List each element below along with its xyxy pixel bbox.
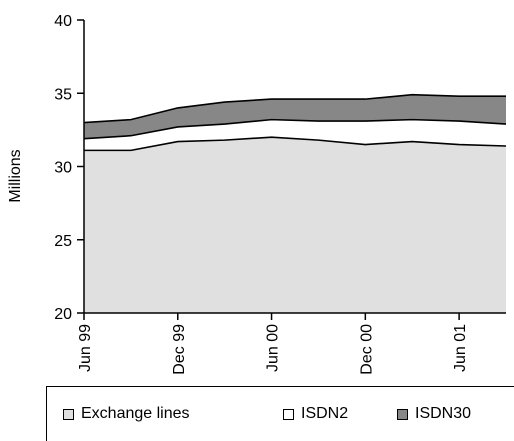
legend-swatch-isdn30: [397, 408, 408, 420]
y-tick-label: 25: [54, 233, 72, 250]
y-tick-label: 35: [54, 86, 72, 103]
chart-areas: [84, 94, 506, 313]
chart-axes: 20 25 30 35 40 Jun 99 Dec 99 Jun 00 Dec 00 Jun 01: [54, 13, 506, 375]
legend-swatch-isdn2: [283, 408, 294, 420]
y-tick-label: 40: [54, 13, 72, 30]
x-tick-label: Jun 01: [452, 324, 469, 372]
chart-series-lines: [83, 93, 507, 152]
x-tick-label: Dec 99: [171, 324, 188, 375]
x-tick-label: Dec 00: [358, 324, 375, 375]
x-tick-label: Jun 00: [265, 324, 282, 372]
legend-swatch-exchange-lines: [63, 408, 74, 420]
legend-label-isdn30: ISDN30: [415, 405, 472, 422]
chart-legend: Exchange lines ISDN2 ISDN30: [46, 386, 514, 441]
x-tick-label: Jun 99: [77, 324, 94, 372]
area-isdn30: [84, 94, 506, 139]
area-isdn2: [84, 119, 506, 151]
y-tick-label: 20: [54, 306, 72, 323]
legend-label-exchange-lines: Exchange lines: [81, 405, 190, 422]
y-axis-title: Millions: [7, 149, 24, 202]
line-top-exchange-lines: [84, 136, 507, 152]
legend-item-isdn30: ISDN30: [397, 405, 471, 423]
y-tick-label: 30: [54, 160, 72, 177]
legend-item-exchange-lines: Exchange lines: [63, 405, 190, 423]
line-top-isdn2: [83, 118, 507, 140]
area-exchange-lines: [84, 137, 506, 313]
line-top-isdn30: [83, 93, 506, 124]
legend-label-isdn2: ISDN2: [301, 405, 349, 422]
legend-item-isdn2: ISDN2: [283, 405, 348, 423]
